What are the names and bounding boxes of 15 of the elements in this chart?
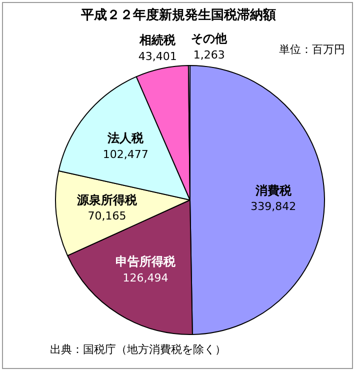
text: 単位：百万円 [279, 42, 345, 57]
data-label: 126,494 [122, 271, 168, 284]
data-label: 70,165 [88, 210, 126, 223]
slice-label: 源泉所得税 [76, 192, 138, 207]
source-note: 出典：国税庁（地方消費税を除く） [50, 342, 226, 357]
slice-label: 相続税 [138, 33, 177, 48]
data-label: 102,477 [102, 148, 148, 161]
data-label: 1,263 [193, 48, 225, 62]
chart-title: 平成２２年度新規発生国税滞納額 [80, 6, 277, 24]
slice-label: その他 [191, 32, 228, 46]
slice-label: 法人税 [106, 131, 145, 146]
data-label: 339,842 [250, 200, 296, 214]
slice-label: 消費税 [254, 183, 292, 198]
data-label: 43,401 [138, 50, 177, 63]
slice-label: 申告所得税 [115, 254, 176, 269]
